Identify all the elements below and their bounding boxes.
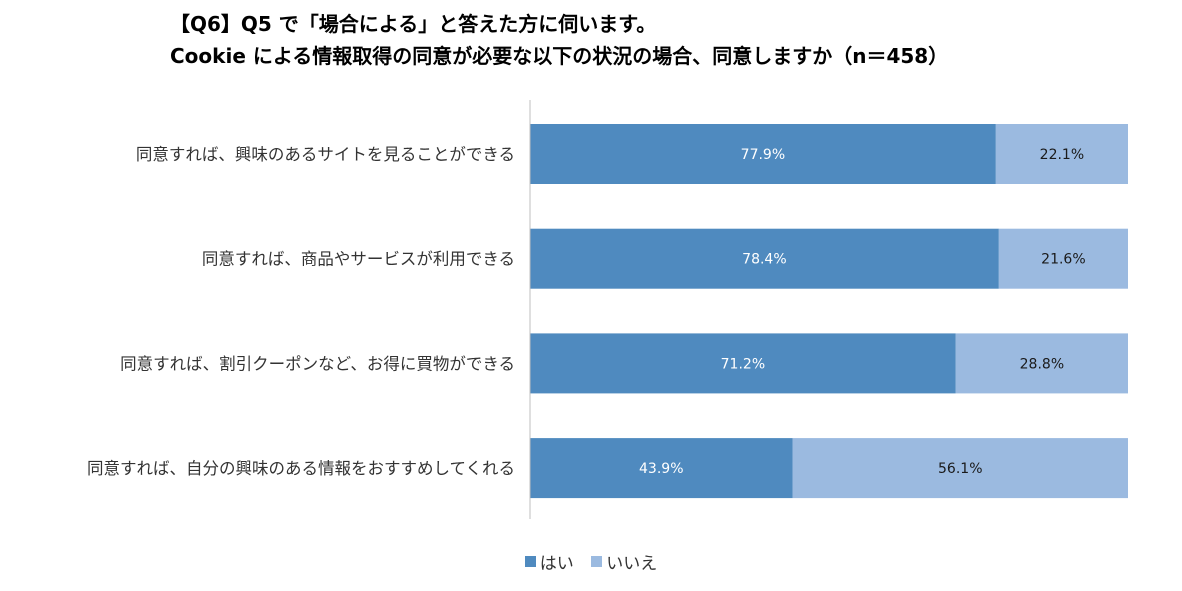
legend-item-no: いいえ bbox=[591, 549, 657, 574]
data-label-no: 21.6% bbox=[1041, 252, 1085, 268]
data-label-yes: 77.9% bbox=[741, 147, 785, 163]
legend-label-yes: はい bbox=[539, 554, 574, 574]
bar-segment-no bbox=[998, 228, 1128, 289]
bar-segment-yes bbox=[530, 124, 996, 184]
data-label-no: 28.8% bbox=[1020, 356, 1064, 372]
bar-segment-yes bbox=[530, 228, 999, 289]
bar-segment-yes bbox=[530, 438, 793, 499]
legend-swatch-no bbox=[591, 556, 603, 567]
data-label-yes: 78.4% bbox=[742, 252, 786, 268]
bar-segment-no bbox=[995, 124, 1128, 184]
title-line-1: 【Q6】Q5 で「場合による」と答えた方に伺います。 bbox=[170, 12, 657, 36]
bar-segment-no bbox=[792, 438, 1128, 499]
category-label: 同意すれば、興味のあるサイトを見ることができる bbox=[136, 145, 515, 164]
legend-item-yes: はい bbox=[524, 549, 574, 574]
legend-swatch-yes bbox=[524, 556, 536, 567]
title-line-2: Cookie による情報取得の同意が必要な以下の状況の場合、同意しますか（n＝4… bbox=[170, 44, 949, 68]
category-label: 同意すれば、商品やサービスが利用できる bbox=[202, 250, 515, 269]
bar-segment-no bbox=[955, 333, 1128, 394]
legend: はい いいえ bbox=[0, 549, 1182, 574]
legend-label-no: いいえ bbox=[606, 554, 658, 574]
category-label: 同意すれば、自分の興味のある情報をおすすめしてくれる bbox=[87, 459, 515, 478]
category-label: 同意すれば、割引クーポンなど、お得に買物ができる bbox=[120, 354, 515, 373]
data-label-yes: 71.2% bbox=[721, 356, 765, 372]
bar-segment-yes bbox=[530, 333, 956, 394]
data-label-yes: 43.9% bbox=[639, 461, 683, 477]
data-label-no: 56.1% bbox=[938, 461, 982, 477]
chart-title: 【Q6】Q5 で「場合による」と答えた方に伺います。 Cookie による情報取… bbox=[170, 8, 1170, 72]
data-label-no: 22.1% bbox=[1040, 147, 1084, 163]
